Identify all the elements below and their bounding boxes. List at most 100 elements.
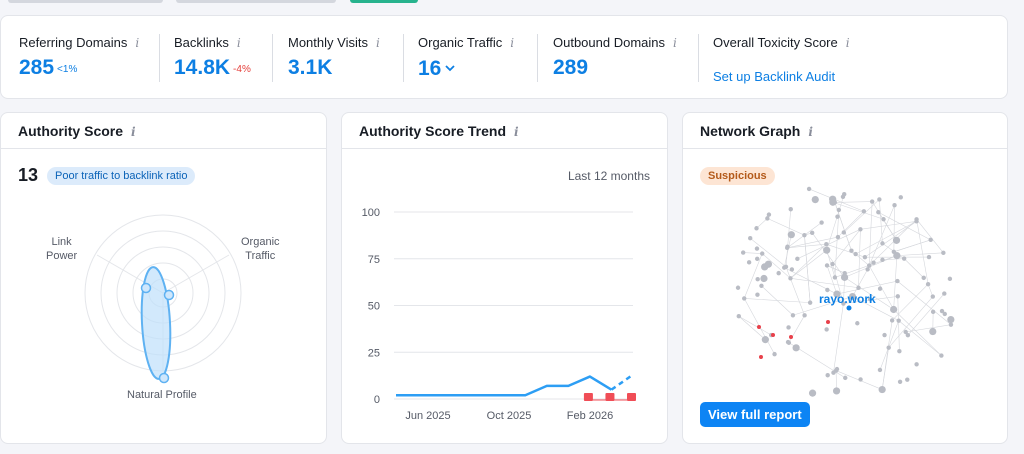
network-node — [824, 263, 830, 268]
network-node — [880, 241, 885, 246]
network-node — [905, 377, 910, 382]
network-edge — [833, 303, 844, 373]
metric-value[interactable]: 14.8K — [174, 56, 231, 79]
metric-value[interactable]: 289 — [553, 56, 589, 79]
network-node — [835, 214, 840, 219]
network-node — [942, 311, 947, 317]
network-node — [841, 230, 847, 235]
network-edge — [867, 205, 895, 270]
setup-backlink-audit-link[interactable]: Set up Backlink Audit — [713, 69, 836, 84]
toxic-node — [826, 320, 830, 324]
network-node — [866, 263, 872, 268]
info-icon[interactable]: i — [510, 36, 515, 50]
network-node — [882, 332, 887, 338]
network-node — [925, 282, 931, 287]
network-node — [841, 301, 846, 306]
metric-value[interactable]: 3.1K — [288, 56, 333, 79]
toolbar-edge-middle — [176, 0, 336, 3]
panel-title: Authority Score Trend — [359, 123, 507, 139]
info-icon[interactable]: i — [131, 125, 136, 139]
info-icon[interactable]: i — [808, 125, 813, 139]
network-node — [898, 195, 903, 200]
divider — [537, 34, 538, 82]
x-tick-label: Jun 2025 — [405, 410, 450, 422]
network-node — [746, 260, 752, 265]
network-node — [788, 207, 793, 212]
network-node — [786, 325, 791, 330]
network-node — [811, 195, 819, 204]
network-node — [862, 254, 868, 260]
network-edge — [836, 280, 898, 295]
toxic-node — [759, 355, 763, 359]
network-node — [897, 349, 902, 354]
network-node — [740, 250, 746, 255]
network-node — [930, 309, 936, 315]
network-edge — [790, 249, 827, 279]
network-edge — [832, 264, 844, 304]
network-edge — [797, 229, 861, 260]
info-icon[interactable]: i — [135, 36, 140, 50]
chevron-down-icon[interactable] — [445, 56, 455, 80]
y-tick-label: 25 — [368, 347, 380, 359]
network-node — [788, 276, 793, 281]
network-node — [787, 231, 795, 239]
network-node — [735, 285, 741, 290]
event-marker — [583, 393, 593, 401]
network-node — [836, 207, 842, 213]
network-edge — [852, 269, 868, 297]
metrics-card: Referring Domains i 285 <1% Backlinks i 14.… — [0, 15, 1008, 99]
network-graph[interactable] — [683, 113, 1009, 445]
info-icon[interactable]: i — [236, 36, 241, 50]
period-label: Last 12 months — [567, 169, 650, 183]
network-edge — [891, 283, 929, 321]
toxic-node — [757, 325, 761, 329]
network-edge — [834, 209, 840, 278]
info-icon[interactable]: i — [375, 36, 380, 50]
network-edge — [927, 284, 934, 297]
network-edge — [896, 252, 944, 256]
network-node — [876, 210, 881, 215]
network-node — [914, 219, 919, 224]
info-icon[interactable]: i — [514, 125, 519, 139]
network-edge — [888, 296, 934, 348]
network-edge — [767, 218, 805, 236]
network-node — [843, 375, 848, 381]
network-edge — [905, 324, 952, 333]
series-line-projection — [610, 373, 634, 391]
network-edge — [792, 296, 853, 316]
network-node — [755, 276, 760, 282]
network-node — [939, 308, 945, 314]
network-node — [947, 315, 955, 324]
network-node — [748, 236, 753, 241]
network-edge — [790, 243, 827, 279]
view-full-report-button[interactable]: View full report — [700, 402, 810, 427]
toxic-node — [771, 333, 775, 337]
info-icon[interactable]: i — [845, 36, 850, 50]
network-node — [895, 278, 900, 284]
divider — [683, 148, 1007, 149]
metric-label: Referring Domains — [19, 35, 128, 50]
network-node — [926, 254, 932, 260]
divider — [698, 34, 699, 82]
network-edge — [826, 265, 845, 274]
network-node — [761, 336, 769, 344]
network-node — [772, 351, 777, 357]
metric-value[interactable]: 16 — [418, 57, 442, 80]
divider — [1, 148, 326, 149]
network-node — [736, 314, 741, 319]
network-node — [921, 275, 926, 281]
network-node — [795, 256, 800, 262]
network-edge — [907, 293, 945, 336]
network-edge — [879, 199, 883, 244]
network-node — [842, 270, 847, 276]
network-node — [802, 232, 807, 238]
metric-label: Organic Traffic — [418, 35, 503, 50]
metric-value[interactable]: 285 — [19, 56, 55, 79]
metric-label: Monthly Visits — [288, 35, 368, 50]
network-node — [895, 294, 900, 299]
site-node-label[interactable]: rayo.work — [819, 292, 876, 306]
toolbar-edge-left — [8, 0, 163, 3]
info-icon[interactable]: i — [673, 36, 677, 50]
network-edge — [879, 320, 899, 371]
network-node — [856, 285, 861, 290]
